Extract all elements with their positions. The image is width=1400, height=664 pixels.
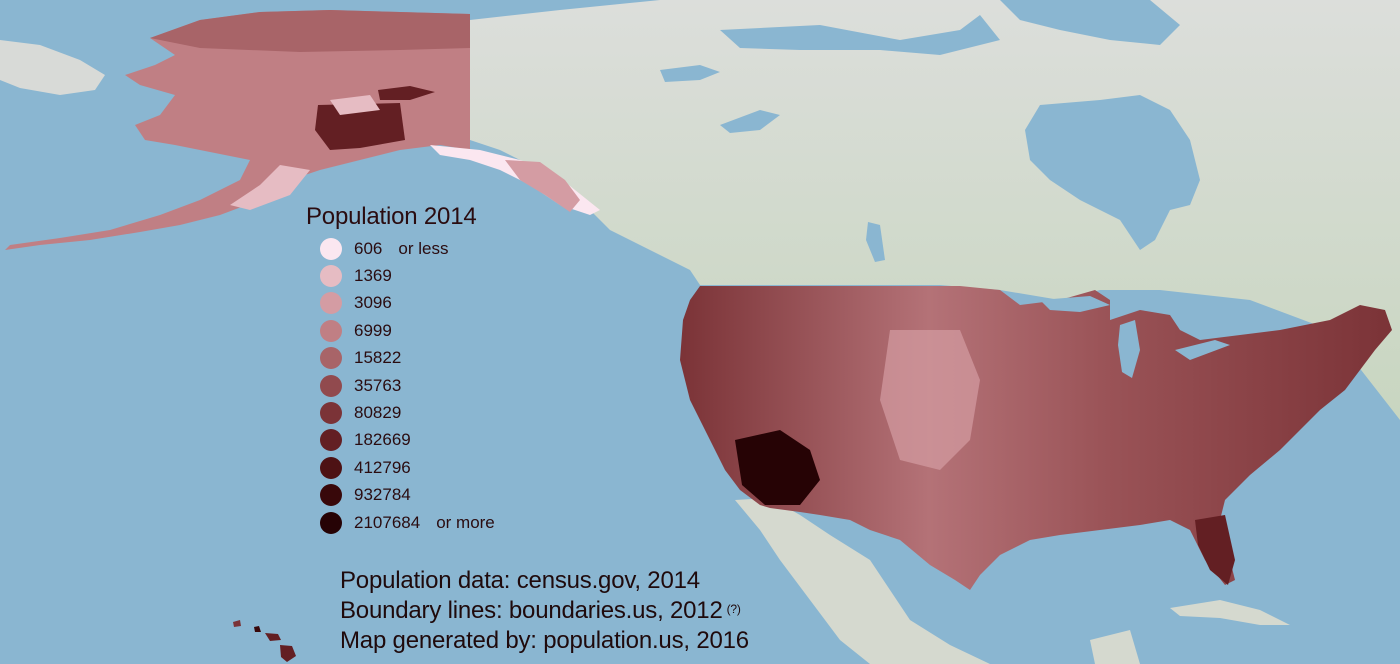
legend-item: 606 or less [320,235,495,262]
hawaii-oahu [254,626,261,632]
legend-value: 2107684 [354,512,421,532]
alaska-peninsula [230,165,310,210]
legend-value: 932784 [354,485,411,505]
legend-swatch [320,374,342,397]
arctic-channel-2 [1000,0,1180,45]
alaska-north-slope [150,10,470,52]
legend-swatch [320,456,342,479]
credits: Population data: census.gov, 2014 Bounda… [340,566,749,656]
alaska-pale [330,95,380,115]
legend-title: Population 2014 [306,203,477,230]
legend-item: 15822 [320,345,495,372]
hawaii-kauai [233,620,241,627]
baja-california [765,505,805,585]
lake-winnipeg [866,222,885,262]
great-lake-erie [1175,340,1230,360]
legend-item: 932784 [320,482,495,509]
hudson-bay [1025,95,1200,250]
us-florida [1195,515,1235,585]
legend-suffix: or less [398,238,449,258]
arctic-channel [720,15,1000,55]
alaska-anchorage [315,103,405,150]
legend-value: 1369 [354,266,392,286]
hawaii-big-island [280,645,296,662]
legend-value: 3096 [354,293,392,313]
legend-swatch [320,484,342,507]
mexico-landmass [735,498,990,664]
canada-landmass [470,0,1400,420]
alaska-panhandle-2 [505,160,580,212]
credit-map-generator: Map generated by: population.us, 2016 [340,627,749,654]
credit-boundary-text: Boundary lines: boundaries.us, 2012 [340,597,723,624]
credit-boundary-lines: Boundary lines: boundaries.us, 2012 (?) [340,596,749,626]
legend-swatch [320,402,342,425]
contiguous-us [680,286,1392,590]
legend-value: 182669 [354,430,411,450]
legend-value: 606 [354,238,383,258]
legend-swatch [320,292,342,315]
great-lake-michigan [1118,320,1140,378]
legend-value: 80829 [354,403,402,423]
legend-swatch [320,429,342,452]
legend-swatch [320,347,342,370]
alaska-fairbanks [378,86,435,100]
great-bear-lake [660,65,720,82]
cuba [1170,600,1290,625]
credit-note-link[interactable]: (?) [726,602,741,616]
legend-swatch [320,511,342,534]
legend-value: 15822 [354,348,402,368]
legend: Population 2014 606 or less 1369 3096 69… [306,203,495,536]
great-lake-superior [1040,296,1110,312]
legend-value: 35763 [354,375,402,395]
legend-item: 182669 [320,427,495,454]
great-slave-lake [720,110,780,133]
legend-item: 412796 [320,454,495,481]
legend-item: 3096 [320,290,495,317]
legend-item: 35763 [320,372,495,399]
legend-value: 412796 [354,457,411,477]
us-great-plains-light [880,330,980,470]
yucatan [1090,630,1140,664]
legend-swatch [320,319,342,342]
hawaii-maui [265,633,281,641]
legend-item: 1369 [320,262,495,289]
credit-population-data: Population data: census.gov, 2014 [340,567,700,594]
legend-item: 6999 [320,317,495,344]
legend-item: 2107684 or more [320,509,495,536]
legend-value: 6999 [354,320,392,340]
siberia-landmass [0,40,105,95]
legend-suffix: or more [436,512,495,532]
legend-item: 80829 [320,399,495,426]
legend-swatch [320,265,342,288]
legend-swatch [320,237,342,260]
alaska [5,10,470,250]
us-southwest-dense [735,430,820,505]
